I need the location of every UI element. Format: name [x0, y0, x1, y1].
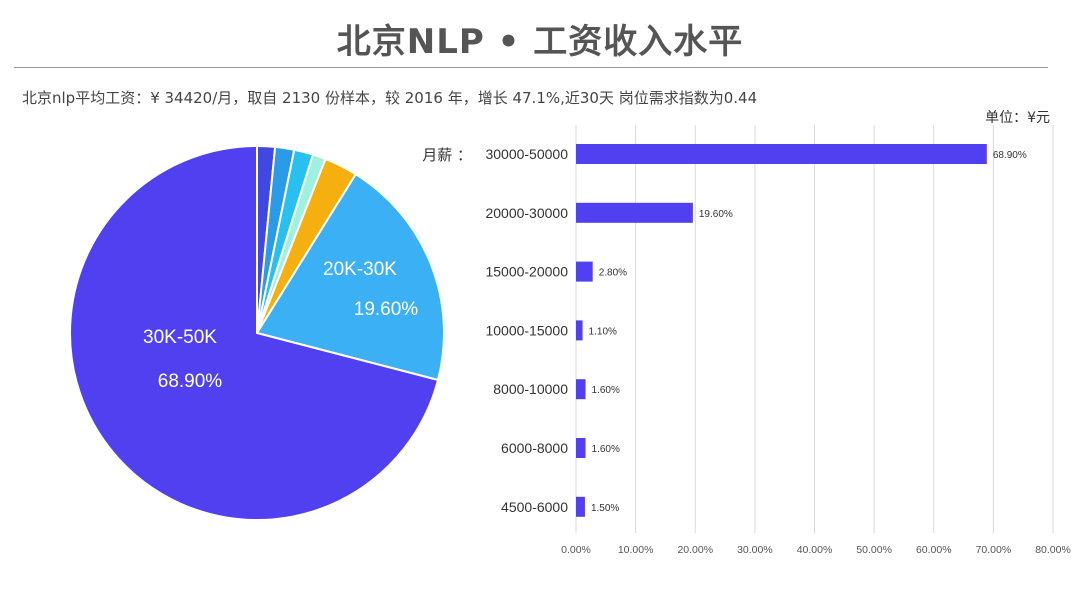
x-tick-label: 80.00% — [1035, 544, 1071, 556]
pie-label-30k-50k: 30K-50K — [143, 327, 217, 348]
x-tick-label: 0.00% — [561, 544, 591, 556]
pie-percent-30k-50k: 68.90% — [158, 371, 223, 392]
bar-10000-15000 — [576, 320, 583, 341]
bar-value-label: 1.10% — [589, 326, 617, 337]
x-tick-label: 40.00% — [797, 544, 833, 556]
x-tick-label: 30.00% — [737, 544, 773, 556]
bar-30000-50000 — [576, 144, 987, 164]
bar-4500-6000 — [576, 496, 585, 517]
bar-value-label: 1.60% — [592, 444, 620, 455]
pie-label-20k-30k: 20K-30K — [323, 259, 397, 280]
salary-pie-chart: 30K-50K 68.90% 20K-30K 19.60% — [69, 144, 445, 521]
x-tick-label: 20.00% — [677, 544, 713, 556]
bar-value-label: 68.90% — [993, 150, 1027, 161]
bar-value-label: 1.60% — [592, 385, 620, 396]
chart-title: 北京NLP • 工资收入水平 — [336, 22, 744, 62]
x-tick-label: 10.00% — [618, 544, 654, 556]
bar-value-label: 19.60% — [699, 209, 733, 220]
category-label: 30000-50000 — [485, 146, 568, 162]
bar-value-label: 1.50% — [591, 503, 619, 514]
bar-value-label: 2.80% — [599, 268, 627, 279]
category-label: 6000-8000 — [501, 440, 568, 456]
category-label: 15000-20000 — [485, 264, 568, 280]
bar-6000-8000 — [576, 438, 586, 458]
pie-percent-20k-30k: 19.60% — [354, 299, 419, 320]
category-label: 8000-10000 — [493, 381, 568, 397]
x-tick-label: 60.00% — [916, 544, 952, 556]
unit-label: 单位：¥元 — [985, 110, 1050, 126]
x-tick-label: 50.00% — [856, 544, 892, 556]
bar-8000-10000 — [576, 379, 586, 400]
category-label: 4500-6000 — [501, 499, 568, 515]
salary-summary: 北京nlp平均工资：¥ 34420/月，取自 2130 份样本，较 2016 年… — [22, 89, 758, 107]
pie-slice-30k-50k — [69, 144, 440, 521]
title-divider — [14, 67, 1048, 68]
category-label: 10000-15000 — [485, 322, 568, 338]
pie-slice-20k-30k — [255, 172, 445, 382]
salary-bar-chart: 0.00% 10.00% 20.00% 30.00% 40.00% 50.00% 60.00… — [422, 110, 1071, 556]
x-tick-label: 70.00% — [976, 544, 1012, 556]
category-axis-title: 月薪 ： — [422, 146, 472, 164]
category-label: 20000-30000 — [485, 205, 568, 221]
bar-15000-20000 — [576, 261, 593, 282]
bar-20000-30000 — [576, 202, 693, 223]
